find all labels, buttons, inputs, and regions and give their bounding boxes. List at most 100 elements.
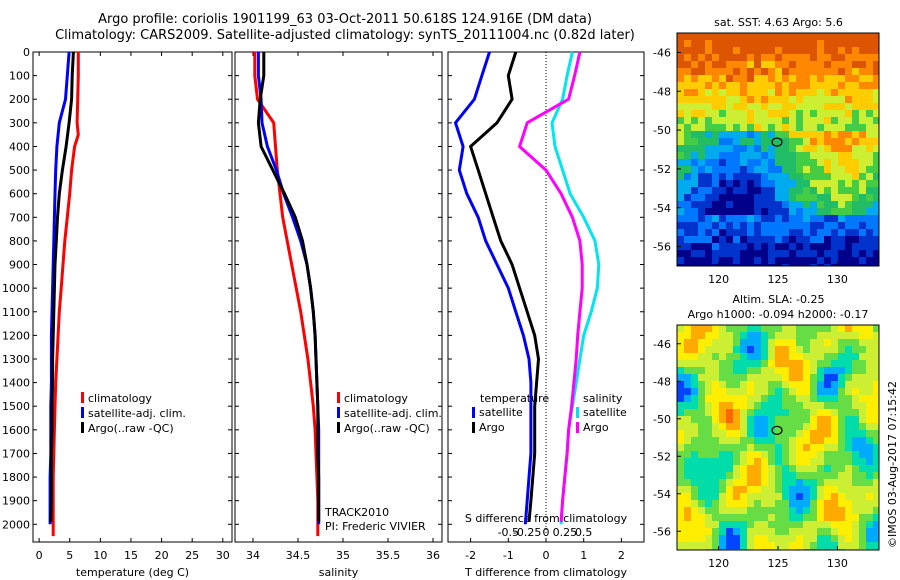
depth-tick-label: 600 [9,188,30,201]
sst-map-cell [684,208,691,215]
sla-map-cell [852,472,859,479]
sla-map-cell [845,472,852,479]
sst-map-cell [684,68,691,75]
sla-map-cell [775,458,782,465]
sla-map-cell [698,535,705,542]
sla-map-cell [719,521,726,528]
sla-map-cell [782,423,789,430]
sst-map-cell [852,47,859,54]
sst-map-cell [775,201,782,208]
sla-map-cell [803,535,810,542]
sst-map-cell [845,257,852,264]
temperature-xtick-label: 30 [216,549,230,562]
sst-map-cell [824,96,831,103]
sla-map-cell [838,353,845,360]
sst-map-cell [726,47,733,54]
sst-map-cell [719,208,726,215]
sst-map-cell [789,54,796,61]
sla-map-cell [859,360,866,367]
sst-map-cell [684,124,691,131]
sst-map-cell [817,40,824,47]
sst-map-cell [866,180,873,187]
sst-map-cell [754,236,761,243]
sla-map-cell [726,542,733,549]
sst-map-cell [726,145,733,152]
sla-map-cell [733,430,740,437]
sla-map-cell [838,528,845,535]
sla-map-cell [677,458,684,465]
sst-map-cell [845,166,852,173]
sla-map-cell [845,451,852,458]
sla-map-cell [768,514,775,521]
sst-map-cell [831,257,838,264]
sla-map-cell [761,353,768,360]
sla-map-cell [733,353,740,360]
sla-map-cell [726,514,733,521]
sst-map-cell [838,54,845,61]
sst-map-cell [810,250,817,257]
sla-map-cell [810,325,817,332]
sst-map-cell [719,229,726,236]
sla-map-cell [796,395,803,402]
sla-map-cell [719,409,726,416]
sla-map-cell [803,444,810,451]
sst-map-cell [712,194,719,201]
sla-map-cell [817,542,824,549]
sst-map-cell [761,243,768,250]
sla-map-cell [677,409,684,416]
sst-map-cell [726,68,733,75]
sla-map-cell [691,472,698,479]
sla-map-cell [698,423,705,430]
sla-map-cell [838,486,845,493]
sla-map-cell [705,451,712,458]
sst-map-cell [747,103,754,110]
sst-map-cell [810,236,817,243]
sst-map-cell [838,215,845,222]
sla-map-cell [761,437,768,444]
sst-map-cell [754,82,761,89]
sla-map-cell [740,542,747,549]
sst-map-cell [677,54,684,61]
sst-map-cell [831,166,838,173]
sst-map-cell [677,117,684,124]
sst-map-cell [705,47,712,54]
sst-map-cell [698,89,705,96]
temperature-xtick-label: 10 [93,549,107,562]
sst-map-cell [859,75,866,82]
sla-map-cell [740,535,747,542]
sla-map-cell [705,486,712,493]
sst-map-cell [684,194,691,201]
sla-map-cell [740,402,747,409]
sla-map-cell [873,430,880,437]
sla-map-cell [684,395,691,402]
sst-map-cell [866,75,873,82]
sla-map-cell [691,437,698,444]
sst-map-cell [817,110,824,117]
sla-map-cell [705,528,712,535]
sst-map-cell [754,68,761,75]
sla-map-cell [726,423,733,430]
sla-map-cell [712,465,719,472]
sla-map-cell [677,521,684,528]
sst-map-cell [719,68,726,75]
sst-map-cell [810,33,817,40]
sst-map-cell [782,194,789,201]
sst-map-cell [817,187,824,194]
sla-map-cell [782,360,789,367]
sla-map-cell [817,339,824,346]
sla-map-cell [677,388,684,395]
sst-map-cell [803,103,810,110]
sla-map-cell [705,332,712,339]
sst-map-argo-marker [771,137,783,147]
sst-map-cell [873,117,880,124]
sla-map-cell [789,430,796,437]
sst-map-cell [747,166,754,173]
sla-map-cell [859,388,866,395]
sst-map-cell [859,124,866,131]
sla-map-cell [754,472,761,479]
sla-map-cell [747,332,754,339]
sst-map-cell [845,40,852,47]
sst-map-cell [684,96,691,103]
sla-map-cell [698,514,705,521]
sla-map-cell [691,339,698,346]
